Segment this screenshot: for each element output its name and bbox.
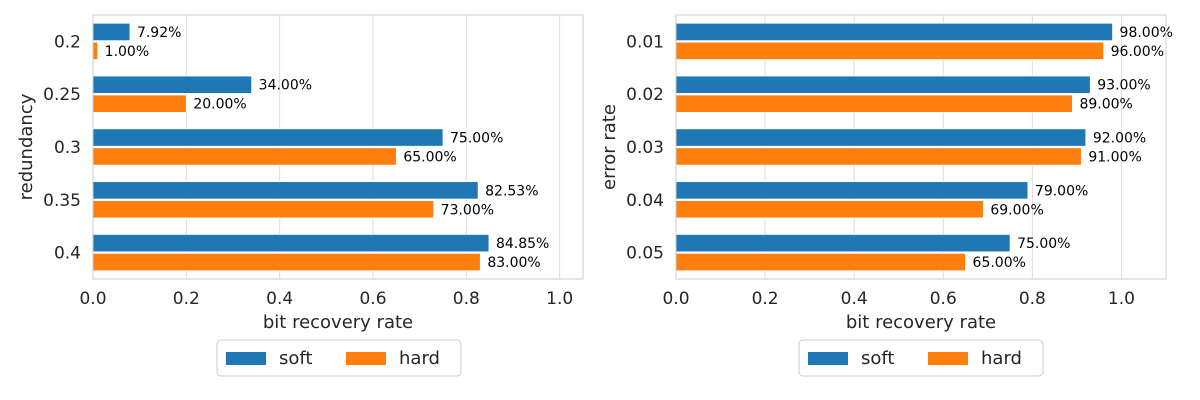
x-tick-label: 0.4 — [841, 289, 868, 309]
y-tick-label: 0.4 — [54, 244, 81, 264]
bar-soft — [92, 128, 444, 147]
bar-hard — [675, 41, 1105, 60]
legend-label-hard: hard — [399, 348, 440, 369]
x-tick-label: 0.0 — [662, 289, 689, 309]
x-tick-label: 0.8 — [1019, 289, 1046, 309]
bar-value-label: 84.85% — [496, 236, 549, 252]
bar-value-label: 65.00% — [973, 255, 1026, 271]
bar-value-label: 91.00% — [1088, 149, 1141, 165]
x-tick-label: 0.6 — [359, 289, 386, 309]
bar-value-label: 79.00% — [1035, 183, 1088, 199]
bar-value-label: 73.00% — [441, 202, 494, 218]
bar-hard — [92, 200, 435, 219]
bar-hard — [92, 147, 397, 166]
bar-hard — [675, 252, 966, 272]
y-tick-label: 0.3 — [54, 138, 81, 158]
bar-soft — [92, 75, 253, 94]
bar-soft — [675, 234, 1011, 253]
x-axis-label: bit recovery rate — [263, 312, 413, 333]
y-tick-label: 0.03 — [626, 138, 664, 158]
plot-frame — [92, 14, 584, 280]
bar-hard — [675, 147, 1082, 166]
legend-swatch-hard — [928, 352, 968, 365]
y-tick-label: 0.05 — [626, 244, 664, 264]
x-tick-label: 0.4 — [266, 289, 293, 309]
bar-value-label: 75.00% — [1017, 236, 1070, 252]
x-tick-label: 0.6 — [930, 289, 957, 309]
y-tick-label: 0.01 — [626, 32, 664, 52]
y-tick-label: 0.2 — [54, 32, 81, 52]
bar-soft — [92, 234, 490, 253]
bar-value-label: 75.00% — [450, 131, 503, 147]
legend-box — [798, 339, 1044, 377]
x-tick-label: 1.0 — [1108, 289, 1135, 309]
bar-value-label: 69.00% — [990, 202, 1043, 218]
legend: soft hard — [798, 339, 1044, 377]
bar-soft — [92, 181, 479, 200]
x-tick-label: 0.0 — [79, 289, 106, 309]
plot-frame — [675, 14, 1167, 280]
bar-value-label: 82.53% — [485, 183, 538, 199]
x-tick-label: 0.8 — [453, 289, 480, 309]
bar-value-label: 83.00% — [487, 255, 540, 271]
bar-hard — [92, 41, 99, 60]
y-tick-label: 0.35 — [43, 191, 81, 211]
legend-swatch-soft — [808, 352, 848, 365]
bar-value-label: 1.00% — [105, 44, 149, 60]
bar-value-label: 89.00% — [1079, 97, 1132, 113]
legend-swatch-soft — [226, 352, 266, 365]
legend-swatch-hard — [346, 352, 386, 365]
bar-hard — [675, 200, 984, 219]
y-tick-label: 0.25 — [43, 85, 81, 105]
x-axis-label: bit recovery rate — [846, 312, 996, 333]
bar-soft — [675, 75, 1091, 94]
bar-soft — [675, 128, 1087, 147]
legend-label-soft: soft — [279, 348, 312, 369]
bar-soft — [92, 22, 131, 42]
x-tick-label: 1.0 — [546, 289, 573, 309]
chart-2: 0.0 0.2 0.4 0.6 0.8 1.0 0.01 98.00% 96.00% 0.02 93… — [599, 14, 1173, 377]
bar-hard — [92, 252, 481, 272]
bar-value-label: 96.00% — [1111, 44, 1164, 60]
y-axis-label: redundancy — [16, 93, 37, 200]
bar-hard — [675, 94, 1073, 113]
bar-value-label: 65.00% — [403, 149, 456, 165]
legend: soft hard — [216, 339, 462, 377]
bar-hard — [92, 94, 187, 113]
bar-value-label: 7.92% — [137, 25, 181, 41]
bar-value-label: 92.00% — [1093, 131, 1146, 147]
y-tick-label: 0.04 — [626, 191, 664, 211]
legend-label-soft: soft — [861, 348, 894, 369]
x-tick-label: 0.2 — [173, 289, 200, 309]
legend-label-hard: hard — [981, 348, 1022, 369]
bar-value-label: 98.00% — [1120, 25, 1173, 41]
y-axis-label: error rate — [599, 104, 620, 190]
y-tick-label: 0.02 — [626, 85, 664, 105]
bar-value-label: 34.00% — [259, 78, 312, 94]
legend-box — [216, 339, 462, 377]
chart-1: 0.0 0.2 0.4 0.6 0.8 1.0 0.2 7.92% 1.00% 0.25 34.00… — [16, 14, 584, 377]
bar-value-label: 93.00% — [1097, 78, 1150, 94]
x-tick-label: 0.2 — [752, 289, 779, 309]
bar-soft — [675, 22, 1113, 42]
bar-soft — [675, 181, 1029, 200]
bar-value-label: 20.00% — [193, 97, 246, 113]
